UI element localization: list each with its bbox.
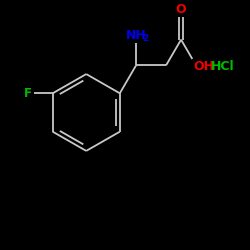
Text: HCl: HCl — [211, 60, 235, 73]
Text: F: F — [24, 87, 32, 100]
Text: NH: NH — [126, 29, 146, 42]
Text: O: O — [176, 3, 186, 16]
Text: 2: 2 — [142, 34, 148, 42]
Text: OH: OH — [194, 60, 214, 73]
